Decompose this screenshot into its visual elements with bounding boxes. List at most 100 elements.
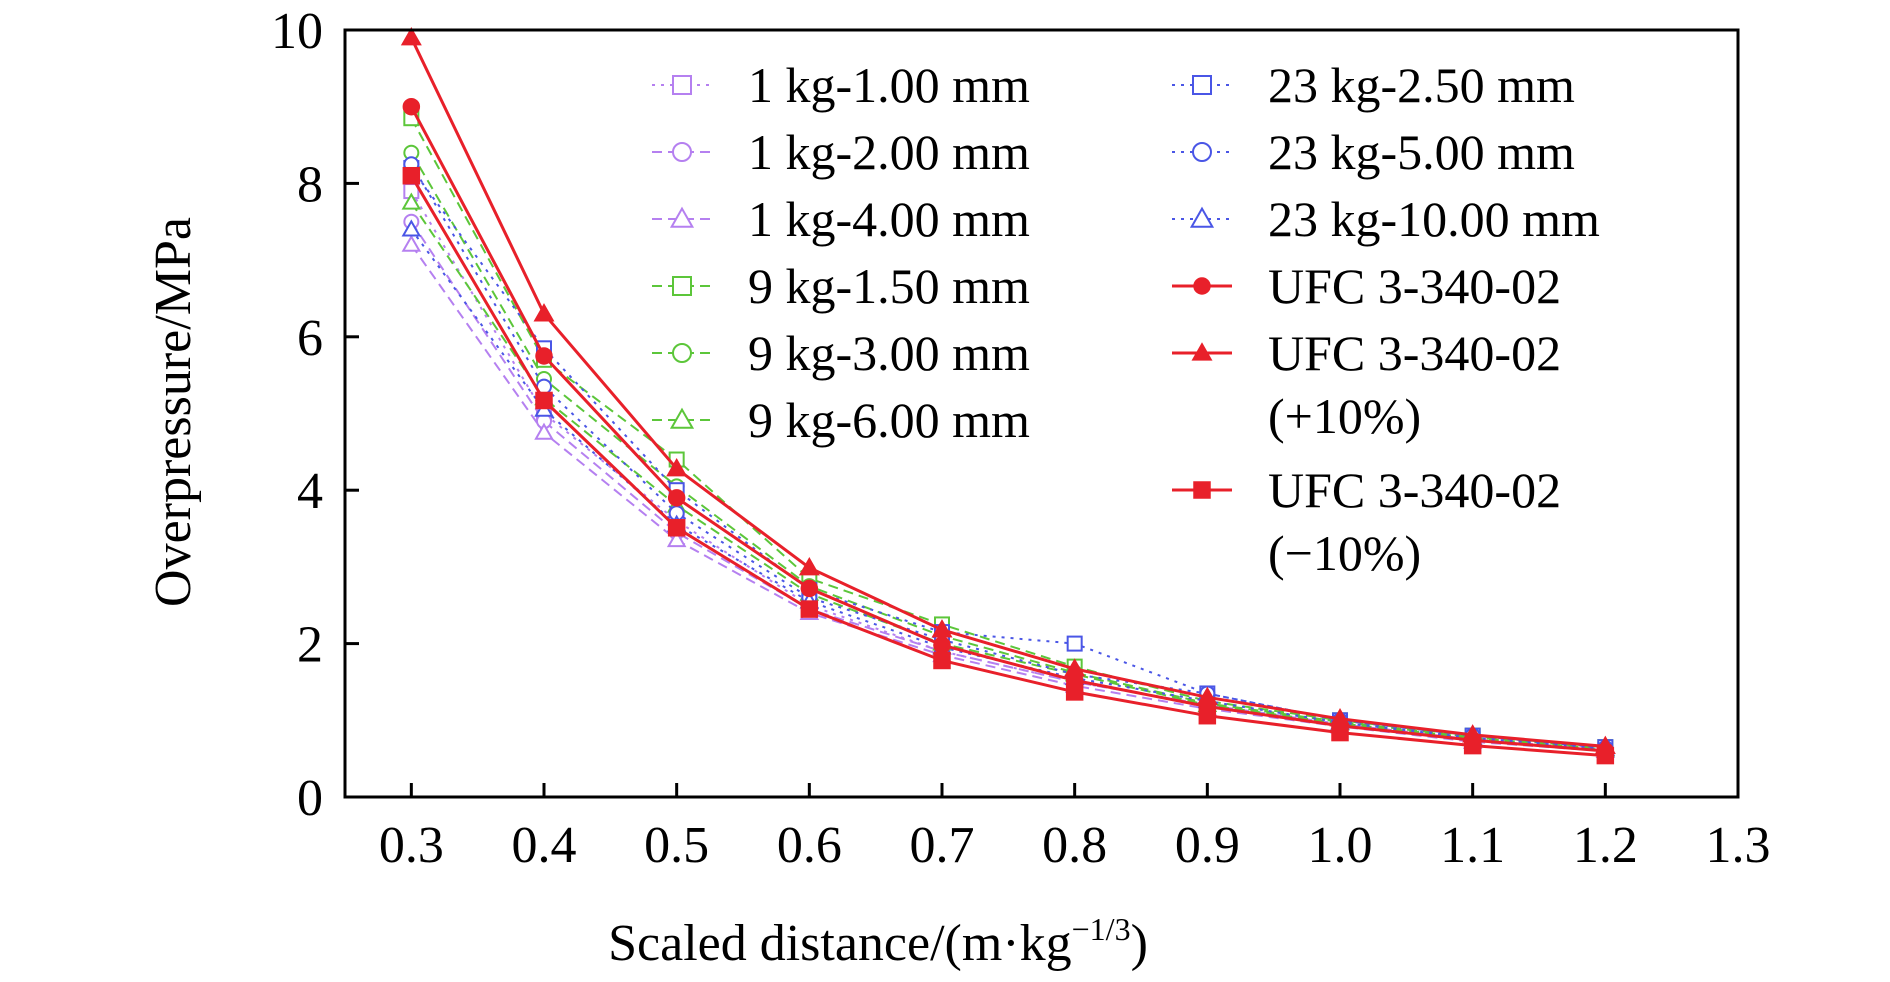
legend-label: UFC 3-340-02 [1268, 258, 1561, 314]
data-point [534, 422, 554, 440]
y-tick-label: 10 [271, 3, 323, 60]
x-tick-label: 0.3 [379, 817, 444, 874]
y-tick-label: 4 [297, 463, 323, 520]
legend-label: 1 kg-4.00 mm [748, 191, 1030, 247]
series-line [410, 167, 1606, 749]
data-point [400, 26, 422, 46]
legend-entry: 1 kg-4.00 mm [652, 191, 1030, 247]
legend-marker [1192, 75, 1212, 95]
data-point [933, 636, 951, 654]
y-tick-label: 6 [297, 310, 323, 367]
data-point [931, 619, 953, 638]
legend-label: 1 kg-1.00 mm [748, 57, 1030, 113]
series-11 [400, 26, 1616, 755]
data-point [533, 303, 555, 322]
x-axis-title: Scaled distance/(m·kg−1/3) [608, 911, 1148, 972]
y-tick-label: 8 [297, 156, 323, 213]
legend-entry: UFC 3-340-02 (+10%) [1172, 325, 1561, 444]
series-line [410, 163, 1606, 749]
legend-entry: 9 kg-1.50 mm [652, 258, 1030, 314]
data-point [402, 97, 421, 116]
legend-marker [672, 343, 692, 363]
plot-frame [343, 28, 1740, 799]
legend-marker [669, 206, 695, 228]
series-line [410, 244, 1606, 752]
data-point [667, 489, 686, 507]
legend-label: 9 kg-3.00 mm [748, 325, 1030, 381]
plot-area [400, 26, 1616, 765]
series-line [409, 37, 1606, 748]
data-point [666, 458, 688, 477]
legend-label: (−10%) [1268, 525, 1421, 581]
legend-marker [1192, 142, 1212, 162]
data-point [666, 529, 687, 548]
x-tick-label: 0.5 [644, 817, 709, 874]
legend-entry: UFC 3-340-02 [1172, 258, 1561, 314]
x-axis-title-suffix: ) [1131, 915, 1148, 972]
legend-label: 23 kg-5.00 mm [1268, 124, 1575, 180]
data-point [401, 234, 422, 252]
x-tick-label: 0.7 [910, 817, 975, 874]
data-point [402, 166, 421, 185]
series-12 [402, 166, 1615, 765]
legend-entry: 23 kg-2.50 mm [1172, 57, 1575, 113]
legend-entry: 23 kg-10.00 mm [1172, 191, 1600, 247]
legend-marker [669, 407, 695, 429]
series-7 [403, 160, 1614, 756]
y-axis-title: Overpressure/MPa [145, 217, 202, 607]
data-point [933, 651, 951, 670]
data-point [1463, 736, 1482, 755]
series-line [410, 174, 1606, 758]
x-tick-label: 0.4 [512, 817, 577, 874]
legend-label: UFC 3-340-02 [1268, 325, 1561, 381]
x-tick-label: 1.2 [1573, 817, 1638, 874]
legend-marker [672, 276, 692, 296]
data-point [800, 579, 819, 598]
legend-marker [672, 142, 692, 162]
series-line [410, 202, 1606, 751]
data-point [667, 519, 686, 537]
legend-label: 9 kg-6.00 mm [748, 392, 1030, 448]
x-axis-title-superscript: −1/3 [1072, 911, 1131, 947]
legend-marker [1193, 277, 1211, 295]
axes: 0.3 0.4 0.5 0.6 0.7 0.8 0.9 1.0 1.1 1.2 1.3 0 2 4 6 8 10 [271, 3, 1771, 874]
data-point [798, 556, 820, 576]
data-point [1064, 658, 1086, 677]
legend-entry: 23 kg-5.00 mm [1172, 124, 1575, 180]
legend-label: 1 kg-2.00 mm [748, 124, 1030, 180]
data-point [1596, 746, 1615, 765]
data-point [1331, 723, 1349, 742]
data-point [535, 347, 553, 365]
legend: 1 kg-1.00 mm 1 kg-2.00 mm 1 kg-4.00 mm 9 kg… [652, 57, 1600, 581]
legend-label: UFC 3-340-02 [1268, 462, 1561, 518]
data-point [401, 192, 422, 210]
legend-entry: UFC 3-340-02 (−10%) [1172, 462, 1561, 581]
legend-label: (+10%) [1268, 388, 1421, 444]
x-tick-label: 0.9 [1175, 817, 1240, 874]
x-tick-label: 1.0 [1308, 817, 1373, 874]
x-tick-label: 1.3 [1706, 817, 1771, 874]
legend-marker [1189, 206, 1215, 228]
data-point [1066, 635, 1083, 652]
legend-entry: 9 kg-6.00 mm [652, 392, 1030, 448]
legend-marker [1193, 481, 1211, 499]
x-tick-label: 0.8 [1042, 817, 1107, 874]
series-line [410, 152, 1606, 749]
x-axis-title-main: Scaled distance/(m·kg [608, 915, 1072, 972]
legend-entry: 9 kg-3.00 mm [652, 325, 1030, 381]
legend-label: 9 kg-1.50 mm [748, 258, 1030, 314]
legend-marker [1191, 342, 1213, 361]
data-point [401, 219, 422, 237]
series-line [409, 105, 1606, 753]
legend-entry: 1 kg-1.00 mm [652, 57, 1030, 113]
data-point [535, 391, 553, 410]
legend-label: 23 kg-2.50 mm [1268, 57, 1575, 113]
legend-entry: 1 kg-2.00 mm [652, 124, 1030, 180]
x-tick-label: 0.6 [777, 817, 842, 874]
y-tick-label: 2 [297, 617, 323, 674]
data-point [800, 600, 819, 618]
data-point [1196, 686, 1218, 705]
legend-label: 23 kg-10.00 mm [1268, 191, 1600, 247]
legend-marker [672, 75, 692, 95]
